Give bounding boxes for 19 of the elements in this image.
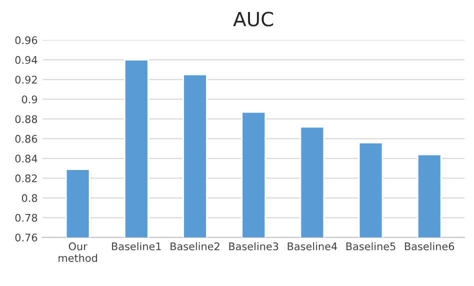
x-tick-label: Baseline6: [404, 242, 454, 250]
x-tick-label: Baseline4: [288, 242, 337, 250]
y-tick-label: 0.92: [15, 76, 37, 84]
x-tick-label: Baseline5: [346, 242, 396, 250]
x-tick-label: Baseline1: [112, 242, 161, 250]
y-tick-label: 0.86: [15, 134, 38, 143]
y-tick-label: 0.76: [15, 234, 38, 242]
y-tick-label: 0.88: [15, 115, 38, 124]
x-tick-label: Baseline2: [170, 242, 220, 250]
x-tick-label: Our method: [58, 242, 97, 262]
y-tick-label: 0.84: [15, 154, 38, 163]
y-tick-label: 0.96: [15, 36, 38, 44]
y-tick-label: 0.9: [22, 95, 38, 104]
y-tick-label: 0.82: [15, 174, 37, 182]
y-tick-label: 0.8: [22, 194, 38, 202]
chart-title: AUC: [233, 12, 274, 26]
x-tick-label: Baseline3: [229, 242, 278, 250]
y-tick-label: 0.94: [15, 56, 38, 64]
y-tick-label: 0.78: [15, 214, 38, 222]
